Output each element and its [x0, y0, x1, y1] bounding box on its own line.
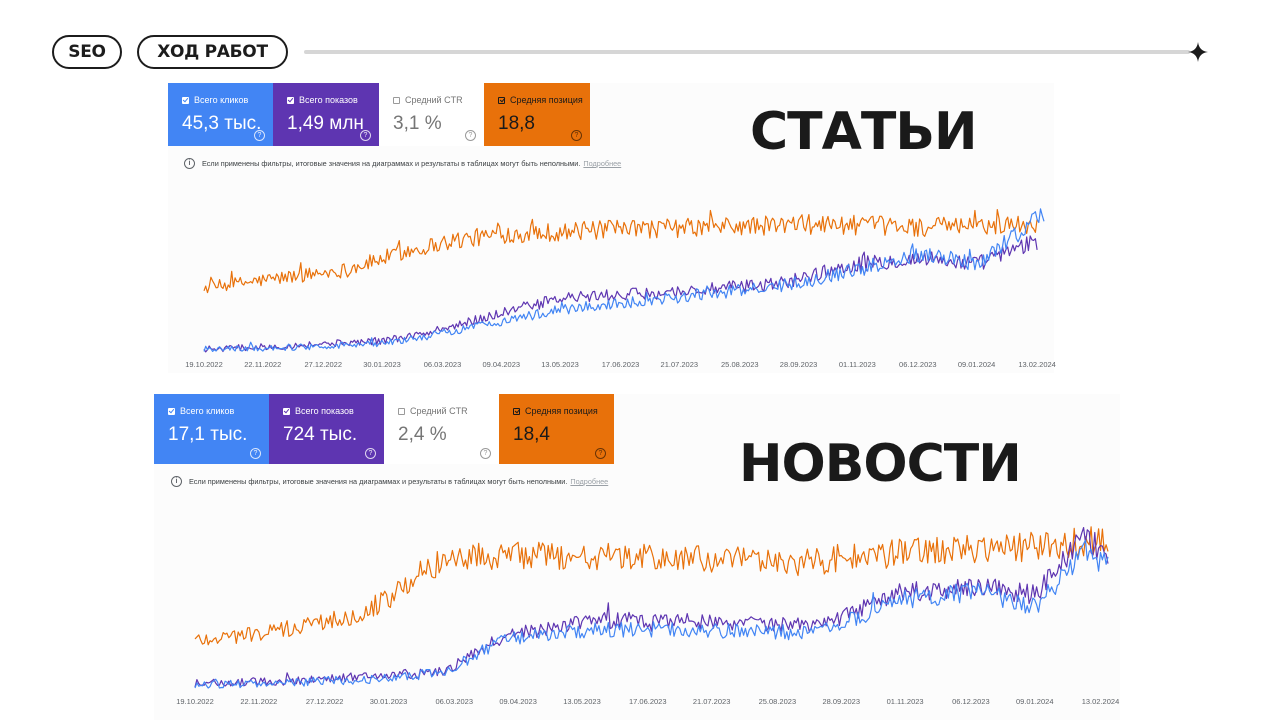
info-icon: i [184, 158, 195, 169]
x-tick-label: 21.07.2023 [693, 697, 731, 706]
help-icon[interactable]: ? [480, 448, 491, 459]
x-tick-label: 22.11.2022 [240, 697, 277, 706]
help-icon[interactable]: ? [465, 130, 476, 141]
x-tick-label: 19.10.2022 [185, 360, 223, 369]
x-tick-label: 06.12.2023 [899, 360, 937, 369]
x-tick-label: 13.05.2023 [541, 360, 579, 369]
x-tick-label: 09.01.2024 [1016, 697, 1054, 706]
x-tick-label: 28.09.2023 [780, 360, 818, 369]
x-tick-label: 09.04.2023 [483, 360, 521, 369]
checkbox-checked-icon[interactable] [498, 96, 505, 104]
series-line [203, 209, 1038, 294]
metric-value: 17,1 тыс. [168, 424, 248, 445]
section-tag: ХОД РАБОТ [137, 35, 288, 69]
news-panel: Всего кликов 17,1 тыс. ? Всего показов 7… [154, 394, 1120, 720]
metric-clicks-card[interactable]: Всего кликов 17,1 тыс. ? [154, 394, 269, 464]
x-tick-label: 25.08.2023 [721, 360, 759, 369]
x-tick-label: 01.11.2023 [887, 697, 924, 706]
metric-ctr-card[interactable]: Средний CTR 3,1 % ? [379, 83, 484, 146]
x-tick-label: 25.08.2023 [759, 697, 797, 706]
metric-label: Всего показов [299, 95, 358, 105]
x-tick-label: 06.12.2023 [952, 697, 990, 706]
metric-label: Всего показов [295, 406, 354, 416]
metric-label: Средний CTR [405, 95, 463, 105]
filter-note-text: Если применены фильтры, итоговые значени… [202, 159, 581, 168]
metric-label: Средняя позиция [510, 95, 583, 105]
x-tick-label: 30.01.2023 [363, 360, 401, 369]
metric-value: 3,1 % [393, 113, 442, 134]
series-line [194, 526, 1109, 646]
info-icon: i [171, 476, 182, 487]
metric-label: Средняя позиция [525, 406, 598, 416]
articles-panel: Всего кликов 45,3 тыс. ? Всего показов 1… [168, 83, 1054, 373]
more-link[interactable]: Подробнее [583, 159, 622, 168]
checkbox-unchecked-icon[interactable] [398, 407, 405, 415]
x-tick-label: 01.11.2023 [839, 360, 876, 369]
filter-note: i Если применены фильтры, итоговые значе… [184, 158, 621, 169]
x-tick-label: 09.01.2024 [958, 360, 996, 369]
header-divider [304, 50, 1190, 54]
x-tick-label: 13.02.2024 [1082, 697, 1120, 706]
sparkle-icon [1188, 42, 1208, 62]
x-tick-label: 21.07.2023 [661, 360, 699, 369]
x-tick-label: 22.11.2022 [244, 360, 281, 369]
help-icon[interactable]: ? [254, 130, 265, 141]
x-tick-label: 09.04.2023 [499, 697, 537, 706]
series-line [203, 208, 1045, 352]
metric-label: Средний CTR [410, 406, 468, 416]
x-tick-label: 06.03.2023 [424, 360, 462, 369]
help-icon[interactable]: ? [365, 448, 376, 459]
help-icon[interactable]: ? [250, 448, 261, 459]
metric-value: 45,3 тыс. [182, 113, 262, 134]
metric-value: 18,4 [513, 424, 550, 445]
metric-position-card[interactable]: Средняя позиция 18,8 ? [484, 83, 590, 146]
x-tick-label: 06.03.2023 [435, 697, 473, 706]
metric-value: 18,8 [498, 113, 535, 134]
filter-note-text: Если применены фильтры, итоговые значени… [189, 477, 568, 486]
filter-note: i Если применены фильтры, итоговые значе… [171, 476, 608, 487]
series-line [194, 526, 1109, 688]
x-tick-label: 17.06.2023 [602, 360, 640, 369]
more-link[interactable]: Подробнее [570, 477, 609, 486]
help-icon[interactable]: ? [360, 130, 371, 141]
x-tick-label: 27.12.2022 [304, 360, 342, 369]
seo-tag: SEO [52, 35, 122, 69]
checkbox-unchecked-icon[interactable] [393, 96, 400, 104]
metric-value: 1,49 млн [287, 113, 364, 134]
checkbox-checked-icon[interactable] [287, 96, 294, 104]
metric-label: Всего кликов [194, 95, 249, 105]
articles-title: СТАТЬИ [750, 102, 978, 162]
x-tick-label: 17.06.2023 [629, 697, 667, 706]
metric-value: 724 тыс. [283, 424, 358, 445]
checkbox-checked-icon[interactable] [513, 407, 520, 415]
series-line [194, 539, 1109, 689]
metric-clicks-card[interactable]: Всего кликов 45,3 тыс. ? [168, 83, 273, 146]
x-tick-label: 30.01.2023 [370, 697, 408, 706]
help-icon[interactable]: ? [595, 448, 606, 459]
metric-impressions-card[interactable]: Всего показов 1,49 млн ? [273, 83, 379, 146]
x-tick-label: 13.02.2024 [1018, 360, 1056, 369]
checkbox-checked-icon[interactable] [168, 407, 175, 415]
metric-impressions-card[interactable]: Всего показов 724 тыс. ? [269, 394, 384, 464]
checkbox-checked-icon[interactable] [182, 96, 189, 104]
metric-value: 2,4 % [398, 424, 447, 445]
x-tick-label: 27.12.2022 [306, 697, 344, 706]
checkbox-checked-icon[interactable] [283, 407, 290, 415]
help-icon[interactable]: ? [571, 130, 582, 141]
x-tick-label: 19.10.2022 [176, 697, 214, 706]
x-tick-label: 28.09.2023 [822, 697, 860, 706]
news-title: НОВОСТИ [739, 434, 1022, 494]
metric-ctr-card[interactable]: Средний CTR 2,4 % ? [384, 394, 499, 464]
metric-position-card[interactable]: Средняя позиция 18,4 ? [499, 394, 614, 464]
metric-label: Всего кликов [180, 406, 235, 416]
x-tick-label: 13.05.2023 [563, 697, 601, 706]
